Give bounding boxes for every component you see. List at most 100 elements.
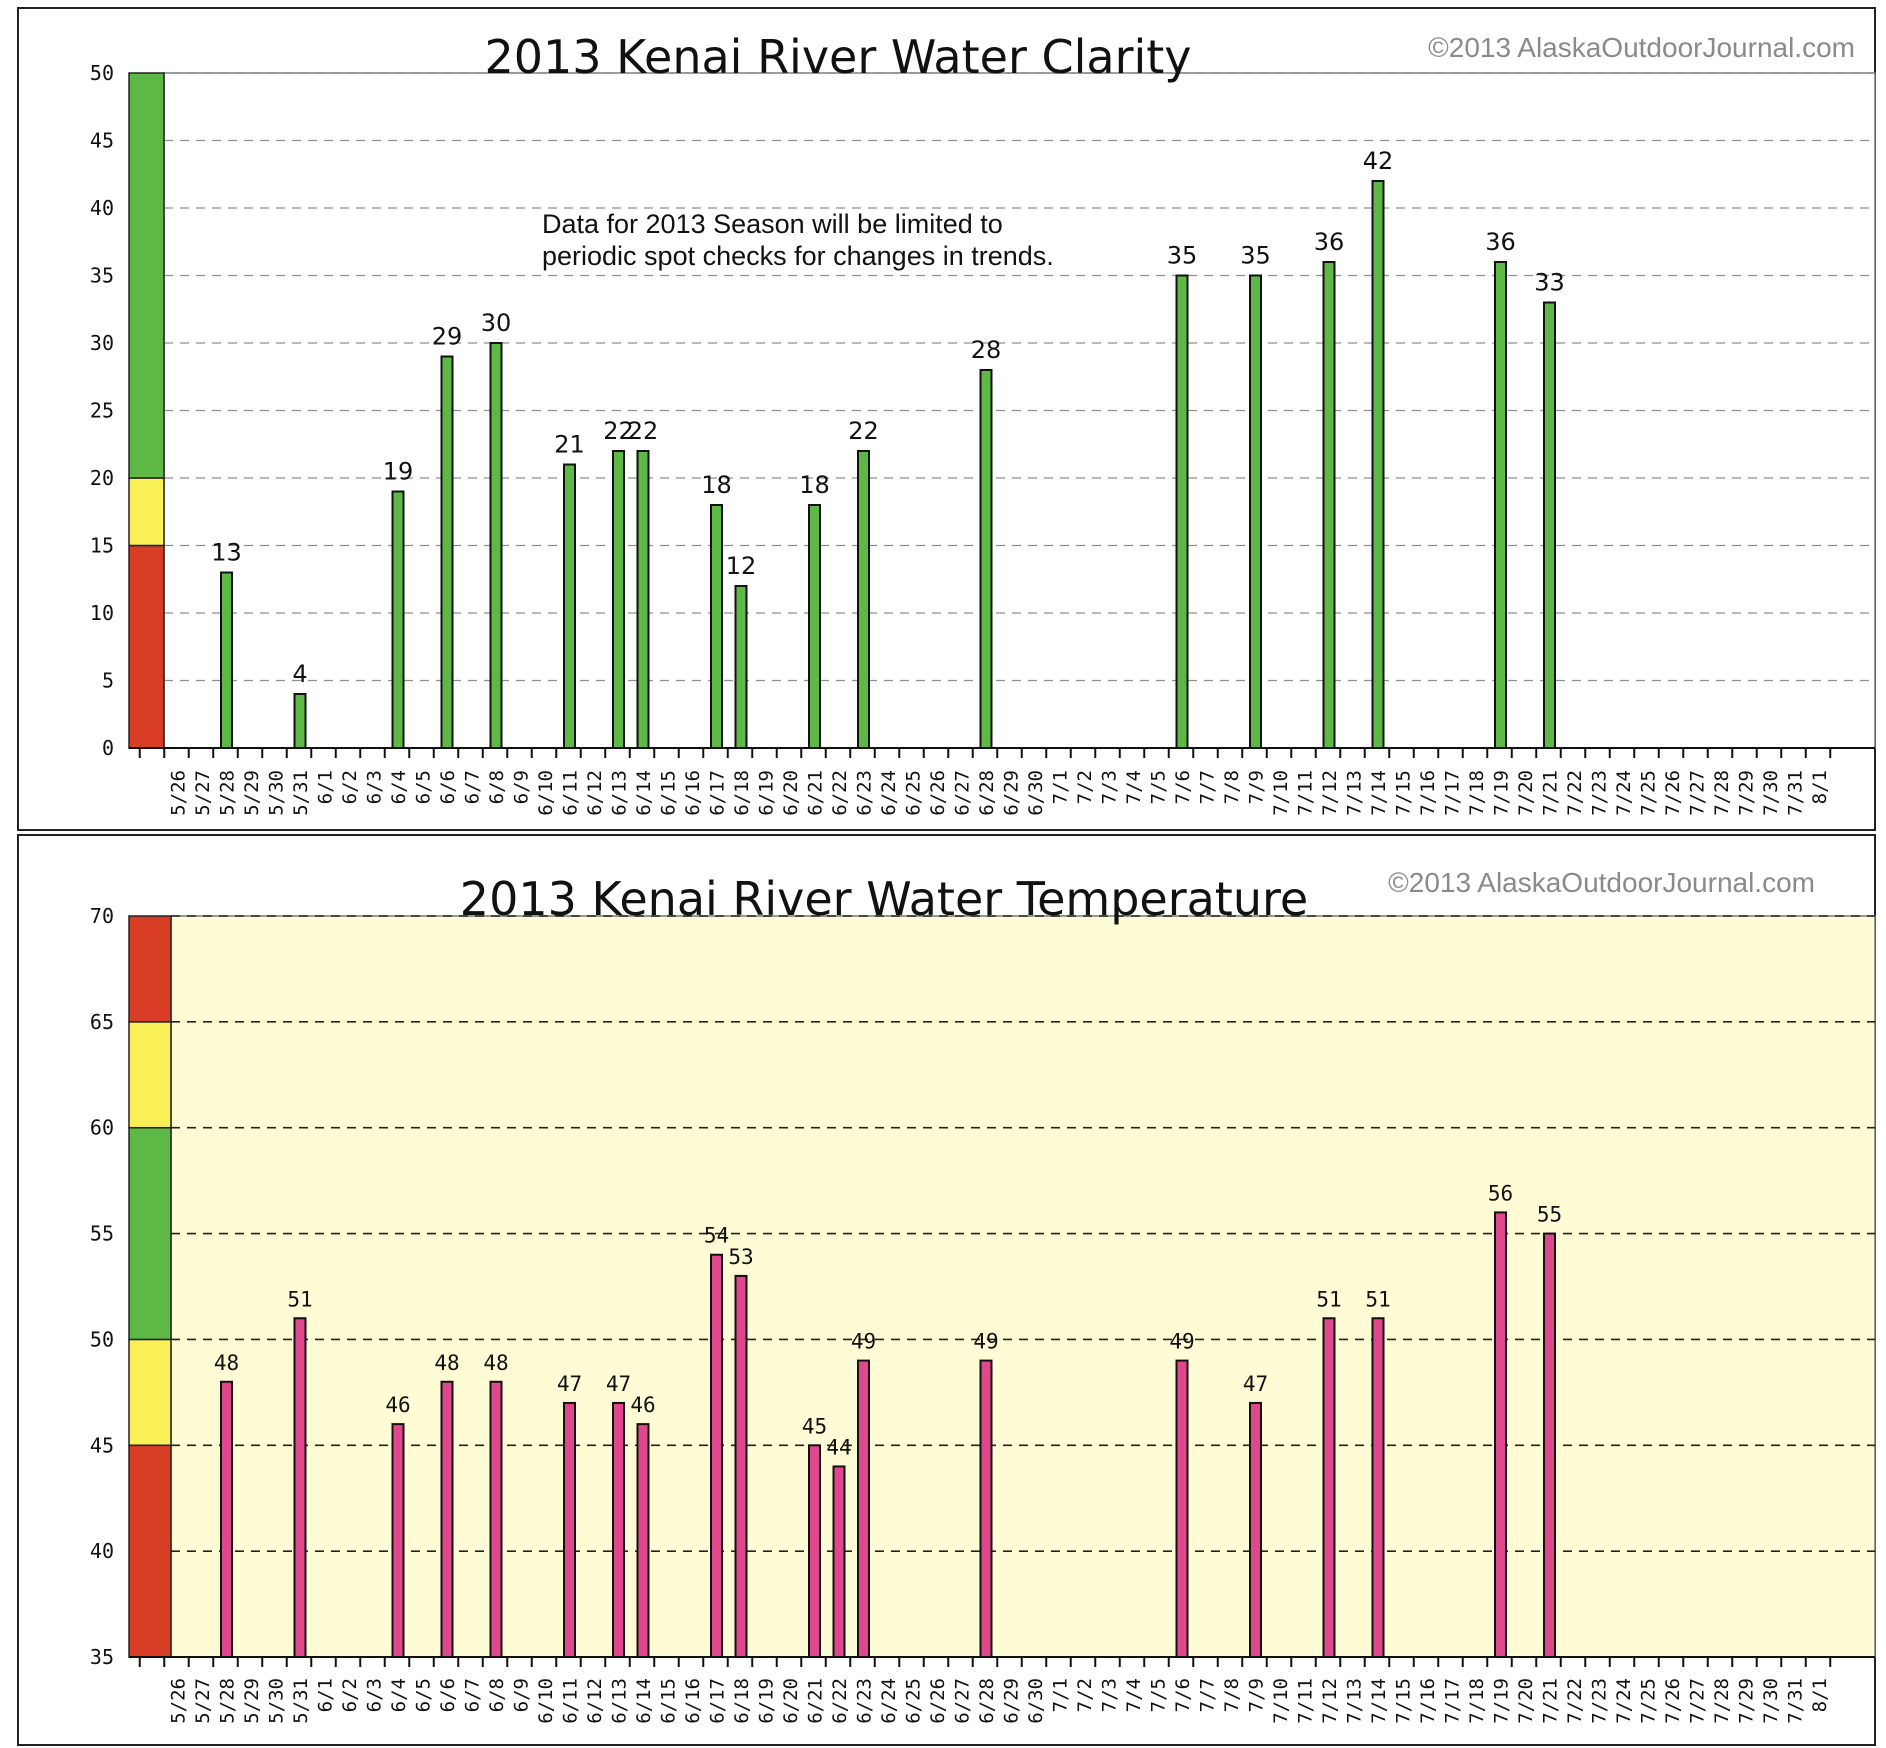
x-tick-label: 7/30 <box>1760 770 1782 816</box>
bar-value-label: 29 <box>432 323 463 351</box>
x-tick-label: 6/2 <box>339 1678 361 1712</box>
scale-band <box>128 72 165 479</box>
plot-area <box>170 915 1876 1658</box>
bar-value-label: 46 <box>385 1393 410 1417</box>
x-tick-label: 7/26 <box>1662 770 1684 816</box>
bar <box>293 693 307 749</box>
y-tick-label: 55 <box>90 1222 114 1246</box>
x-tick-label: 7/26 <box>1662 1678 1684 1724</box>
x-tick-label: 6/21 <box>805 770 827 816</box>
bar <box>489 1380 503 1659</box>
y-tick-label: 0 <box>102 736 114 760</box>
x-tick-label: 7/5 <box>1148 1678 1170 1712</box>
x-tick-label: 5/30 <box>266 770 288 816</box>
x-tick-label: 7/2 <box>1074 770 1096 804</box>
bar <box>563 1401 576 1659</box>
x-tick-label: 6/27 <box>952 770 974 816</box>
x-tick-label: 7/7 <box>1197 1678 1219 1712</box>
note-line: Data for 2013 Season will be limited to <box>542 209 1003 239</box>
bar <box>808 504 821 749</box>
bar <box>220 571 233 749</box>
x-tick-label: 7/13 <box>1344 1678 1366 1724</box>
bar-value-label: 47 <box>606 1372 631 1396</box>
bar-value-label: 49 <box>1169 1330 1194 1354</box>
x-tick-label: 7/24 <box>1613 770 1635 816</box>
bar-value-label: 51 <box>1316 1287 1341 1311</box>
x-tick-label: 7/14 <box>1368 770 1390 816</box>
x-tick-label: 5/31 <box>290 770 312 816</box>
x-tick-label: 6/27 <box>952 1678 974 1724</box>
x-tick-label: 6/6 <box>437 1678 459 1712</box>
bar <box>857 1359 870 1658</box>
x-tick-label: 5/29 <box>241 1678 263 1724</box>
x-tick-label: 5/31 <box>290 1678 312 1724</box>
x-tick-label: 7/27 <box>1687 770 1709 816</box>
bar <box>440 1380 454 1659</box>
x-tick-label: 6/15 <box>658 770 680 816</box>
bar <box>979 1359 993 1658</box>
bar <box>1494 1211 1507 1659</box>
x-tick-label: 6/8 <box>486 1678 508 1712</box>
x-tick-label: 7/22 <box>1564 770 1586 816</box>
x-tick-label: 7/1 <box>1050 1678 1072 1712</box>
scale-band <box>128 477 165 547</box>
bar <box>293 1317 307 1659</box>
x-tick-label: 7/22 <box>1564 1678 1586 1724</box>
scale-band <box>128 915 172 1023</box>
x-tick-label: 6/13 <box>609 770 631 816</box>
bar-value-label: 46 <box>630 1393 655 1417</box>
y-tick-label: 65 <box>90 1010 114 1034</box>
x-tick-label: 6/11 <box>560 1678 582 1724</box>
x-tick-label: 7/9 <box>1246 1678 1268 1712</box>
x-tick-label: 7/25 <box>1638 770 1660 816</box>
x-tick-label: 6/9 <box>511 1678 533 1712</box>
x-tick-label: 6/12 <box>584 1678 606 1724</box>
x-tick-label: 7/11 <box>1295 1678 1317 1724</box>
scale-band <box>128 1021 172 1129</box>
bar <box>612 450 625 749</box>
x-tick-label: 6/7 <box>462 770 484 804</box>
x-tick-label: 7/29 <box>1736 1678 1758 1724</box>
x-tick-label: 6/21 <box>805 1678 827 1724</box>
y-tick-label: 45 <box>90 1433 114 1457</box>
clarity-chart: 0 5 10 15 20 25 30 35 40 45 50 5/26 5/27 5/28 5/29 5/30… <box>17 7 1876 831</box>
x-tick-label: 7/3 <box>1099 1678 1121 1712</box>
bar-value-label: 22 <box>603 417 634 445</box>
scale-band <box>128 1338 172 1447</box>
bar-value-label: 28 <box>971 336 1002 364</box>
scale-band <box>128 1444 172 1658</box>
x-tick-label: 7/17 <box>1442 1678 1464 1724</box>
bar <box>1371 180 1385 749</box>
bar-value-label: 36 <box>1485 228 1516 256</box>
x-tick-label: 6/17 <box>707 770 729 816</box>
bar <box>1249 1401 1262 1659</box>
y-tick-label: 70 <box>90 904 114 928</box>
x-tick-label: 7/19 <box>1491 770 1513 816</box>
y-tick-label: 50 <box>90 61 114 85</box>
temperature-chart: 35 40 45 50 55 60 65 70 5/26 5/27 5/28 5/29 5/30 5/31… <box>17 834 1876 1746</box>
bar <box>391 490 405 749</box>
note-line: periodic spot checks for changes in tren… <box>542 241 1054 271</box>
bar <box>636 1423 650 1658</box>
x-tick-label: 6/3 <box>364 1678 386 1712</box>
x-tick-label: 6/20 <box>780 770 802 816</box>
bar <box>1322 1317 1336 1659</box>
x-tick-label: 6/12 <box>584 770 606 816</box>
x-tick-label: 6/25 <box>903 1678 925 1724</box>
x-tick-label: 5/28 <box>217 770 239 816</box>
bar-value-label: 49 <box>851 1330 876 1354</box>
x-tick-label: 7/4 <box>1123 1678 1145 1712</box>
bar-value-label: 56 <box>1488 1181 1513 1205</box>
x-tick-label: 7/28 <box>1711 770 1733 816</box>
bar <box>220 1380 233 1659</box>
y-tick-label: 35 <box>90 264 114 288</box>
x-tick-label: 7/9 <box>1246 770 1268 804</box>
x-tick-label: 6/30 <box>1025 770 1047 816</box>
x-tick-label: 7/14 <box>1368 1678 1390 1724</box>
x-tick-label: 7/19 <box>1491 1678 1513 1724</box>
bar <box>1371 1317 1385 1659</box>
x-tick-label: 7/31 <box>1785 770 1807 816</box>
x-tick-label: 7/23 <box>1589 770 1611 816</box>
bar-value-label: 19 <box>383 458 414 486</box>
x-tick-label: 5/27 <box>192 1678 214 1724</box>
